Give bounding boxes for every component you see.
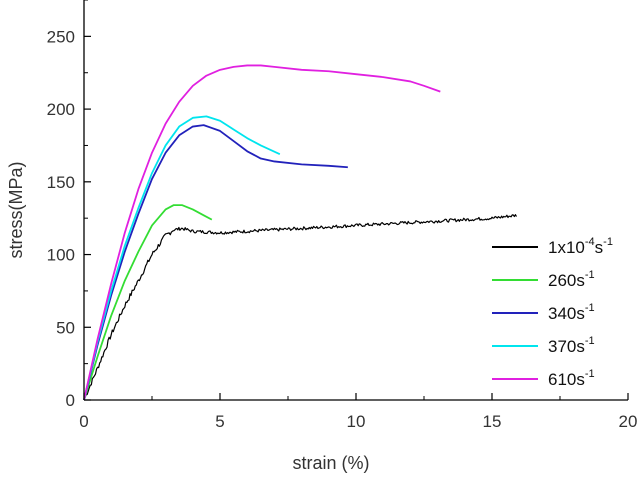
x-tick-label: 5 [215, 412, 224, 431]
y-tick-label: 200 [47, 100, 75, 119]
legend-label-1: 260s-1 [548, 269, 595, 290]
series-line-4 [83, 64, 441, 401]
series-line-0 [83, 214, 518, 401]
legend-label-0: 1x10-4s-1 [548, 236, 613, 257]
legend-label-2: 340s-1 [548, 302, 595, 323]
y-tick-label: 250 [47, 27, 75, 46]
y-tick-label: 0 [66, 391, 75, 410]
x-tick-label: 0 [79, 412, 88, 431]
legend: 1x10-4s-1 260s-1 340s-1 370s-1 610s-1 [492, 236, 613, 389]
legend-label-4: 610s-1 [548, 368, 595, 389]
x-tick-label: 15 [483, 412, 502, 431]
y-tick-label: 150 [47, 173, 75, 192]
x-tick-label: 20 [619, 412, 638, 431]
x-axis-title: strain (%) [292, 453, 369, 473]
series-layer [83, 64, 518, 401]
y-axis-title: stress(MPa) [6, 161, 26, 258]
series-line-2 [83, 124, 348, 401]
series-line-3 [83, 115, 281, 401]
x-tick-label: 10 [347, 412, 366, 431]
series-line-1 [83, 204, 213, 401]
y-tick-label: 50 [56, 318, 75, 337]
legend-label-3: 370s-1 [548, 335, 595, 356]
y-tick-label: 100 [47, 246, 75, 265]
